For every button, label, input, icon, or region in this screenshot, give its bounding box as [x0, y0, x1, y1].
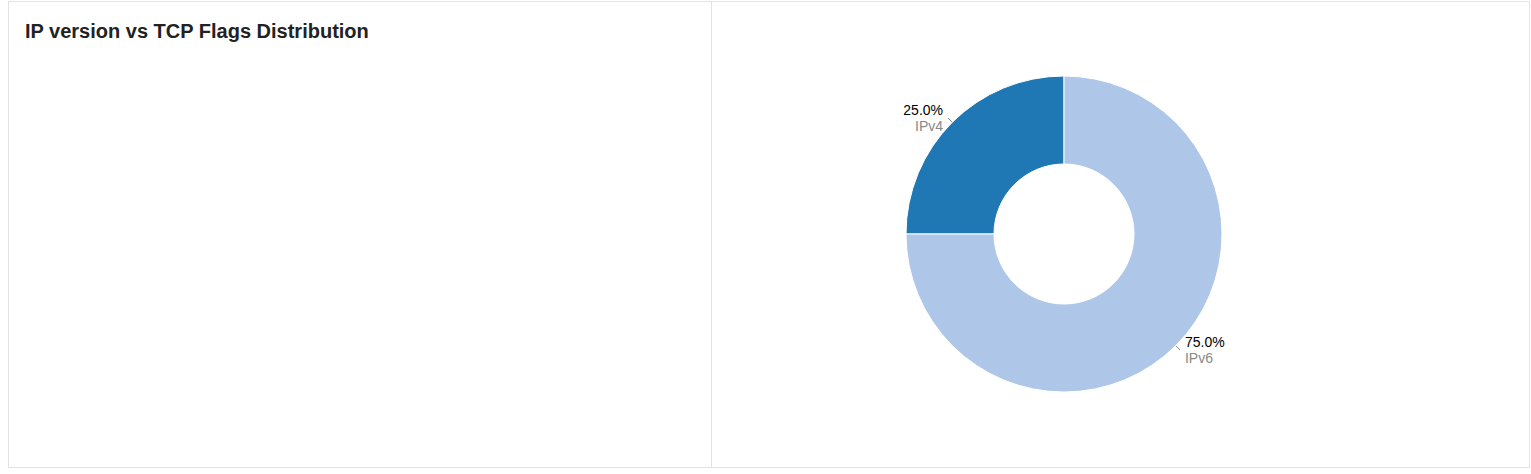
svg-text:IPv6: IPv6: [1185, 350, 1213, 366]
svg-text:75.0%: 75.0%: [1185, 334, 1225, 350]
svg-text:25.0%: 25.0%: [903, 102, 943, 118]
svg-text:IPv4: IPv4: [915, 118, 943, 134]
svg-text:IP version vs TCP Flags Distri: IP version vs TCP Flags Distribution: [25, 20, 369, 42]
